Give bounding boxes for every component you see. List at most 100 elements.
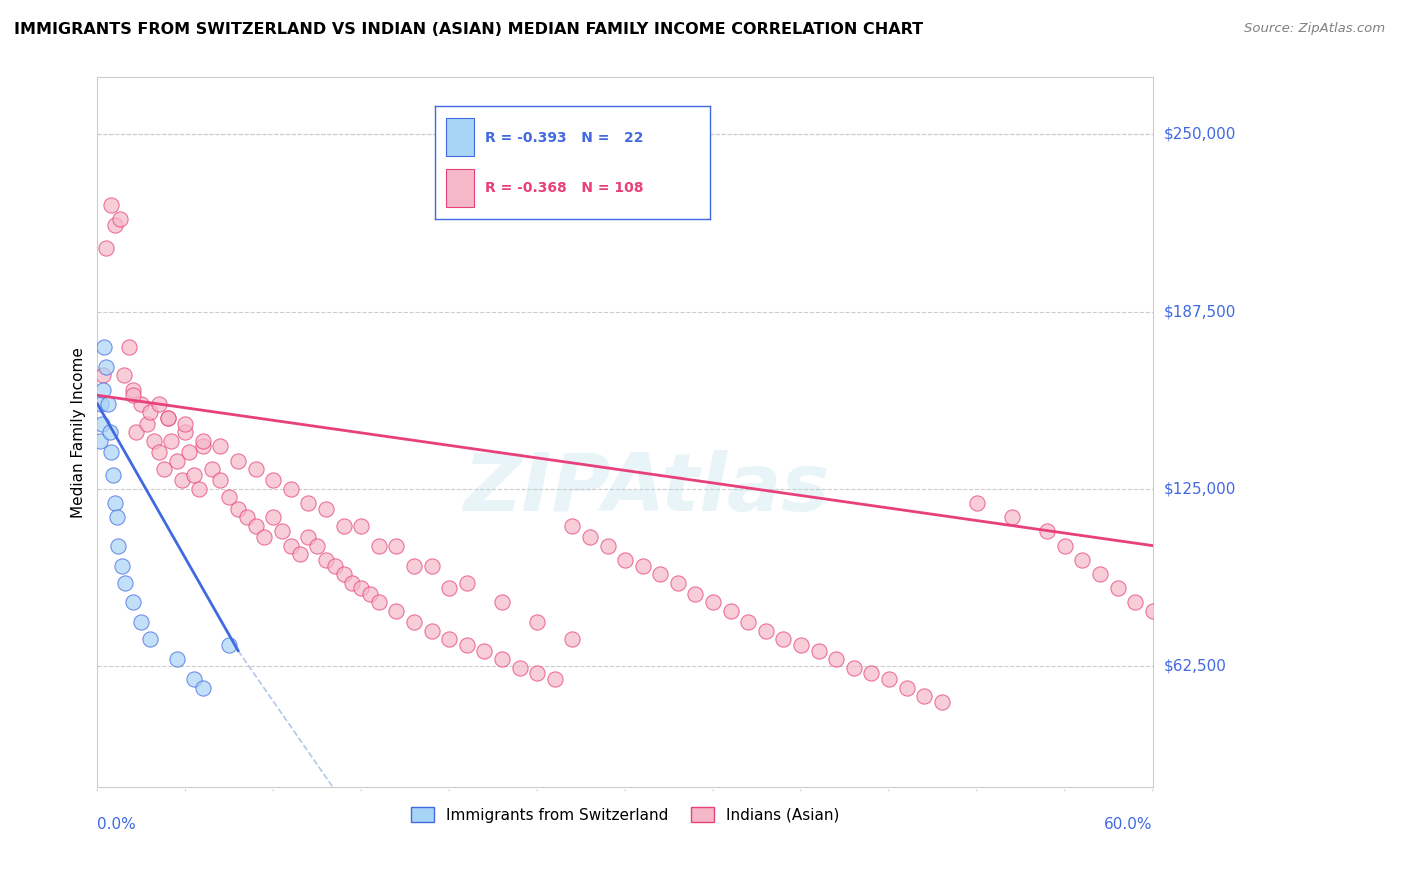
Point [142,434,165,448]
Point [474,643,496,657]
Point [118,340,141,354]
Point [297,530,319,544]
Text: $125,000: $125,000 [1164,482,1236,496]
Point [402,615,425,630]
Point [402,558,425,573]
Point [772,632,794,647]
Text: $187,500: $187,500 [1164,304,1236,319]
Point [702,595,724,609]
Point [105,510,128,524]
Point [385,604,408,618]
Point [94,359,117,374]
Point [131,615,153,630]
Point [280,482,302,496]
Point [236,510,259,524]
Text: 0.0%: 0.0% [97,817,136,832]
Point [114,575,136,590]
Point [103,467,125,482]
Point [160,434,183,448]
Point [104,218,127,232]
Point [420,558,443,573]
Point [579,530,602,544]
Point [755,624,778,638]
Point [104,496,127,510]
Point [332,518,354,533]
Point [1053,539,1076,553]
Point [94,241,117,255]
Point [315,501,337,516]
Point [139,632,162,647]
Point [166,453,188,467]
Point [183,467,205,482]
Point [842,661,865,675]
Point [112,368,135,383]
Point [97,397,120,411]
Point [121,388,143,402]
Point [367,539,389,553]
Text: $250,000: $250,000 [1164,127,1236,142]
Point [148,445,170,459]
Point [288,547,311,561]
Point [456,575,478,590]
Point [912,689,935,703]
Point [350,518,373,533]
Point [201,462,224,476]
Point [685,587,707,601]
Point [297,496,319,510]
Point [807,643,830,657]
Point [1142,604,1164,618]
Point [1036,524,1059,539]
Point [737,615,759,630]
Point [896,681,918,695]
Point [121,383,143,397]
Point [631,558,654,573]
Point [191,439,214,453]
Point [111,558,134,573]
Point [156,411,179,425]
Point [148,397,170,411]
Point [437,581,460,595]
Point [526,666,548,681]
Point [153,462,176,476]
Point [93,340,115,354]
Point [1123,595,1146,609]
Point [262,510,284,524]
Point [307,539,329,553]
Point [174,417,197,431]
Point [1071,553,1094,567]
Text: ZIPAtlas: ZIPAtlas [463,450,830,528]
Point [526,615,548,630]
Point [877,672,900,686]
Point [209,474,232,488]
Point [245,518,267,533]
Point [91,368,114,383]
Point [183,672,205,686]
Point [323,558,346,573]
Point [262,474,284,488]
Point [90,397,112,411]
Point [544,672,567,686]
Point [226,501,249,516]
Point [561,518,583,533]
Legend: Immigrants from Switzerland, Indians (Asian): Immigrants from Switzerland, Indians (As… [405,801,845,829]
Point [226,453,249,467]
Point [191,681,214,695]
Point [790,638,813,652]
Point [174,425,197,439]
Point [191,434,214,448]
Point [315,553,337,567]
Point [188,482,211,496]
Point [131,397,153,411]
Point [125,425,148,439]
Point [245,462,267,476]
Point [110,212,132,227]
Point [931,695,953,709]
Text: IMMIGRANTS FROM SWITZERLAND VS INDIAN (ASIAN) MEDIAN FAMILY INCOME CORRELATION C: IMMIGRANTS FROM SWITZERLAND VS INDIAN (A… [14,22,924,37]
Point [98,425,121,439]
Point [139,405,162,419]
Point [280,539,302,553]
Point [100,198,122,212]
Point [177,445,200,459]
Point [209,439,232,453]
Point [170,474,193,488]
